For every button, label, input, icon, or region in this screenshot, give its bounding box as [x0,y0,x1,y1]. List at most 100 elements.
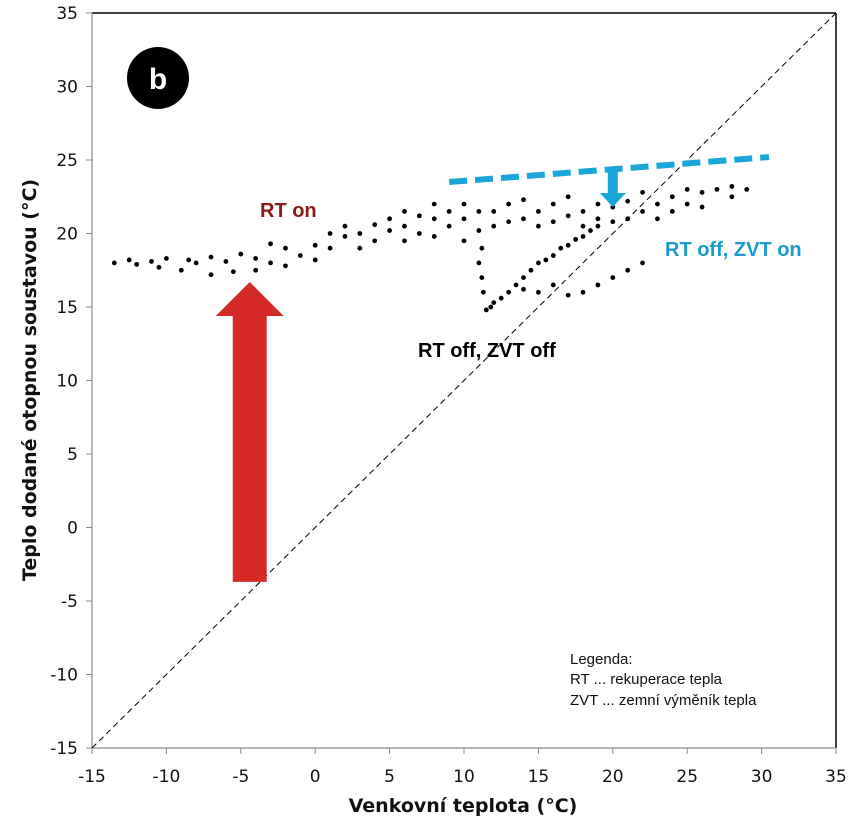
data-point [640,209,645,214]
data-point [402,209,407,214]
data-point [491,300,497,305]
data-point [699,204,705,210]
x-tick-label: 25 [676,767,698,787]
data-point [521,197,526,203]
y-tick-label: -15 [50,739,78,759]
data-point [565,242,571,248]
data-point [610,204,616,210]
data-point [610,275,616,280]
data-point [186,257,192,263]
data-point [714,187,720,192]
data-point [536,209,541,214]
data-point [283,263,288,269]
data-point [521,216,526,222]
data-point [402,223,407,229]
data-point [595,282,601,288]
y-tick-label: 15 [56,298,78,318]
data-point [595,201,601,207]
data-point [164,256,169,261]
y-tick-label: 20 [56,225,78,245]
y-tick-label: 30 [56,78,78,98]
data-point [111,260,117,266]
data-point [461,216,467,222]
y-tick-label: -10 [50,666,78,686]
panel-label-badge [127,47,189,109]
data-point [479,245,485,251]
y-tick-label: -5 [61,592,78,612]
data-point [431,216,437,222]
x-tick-label: 30 [751,767,773,787]
data-point [156,264,162,270]
data-point [327,245,333,251]
data-point [416,213,422,219]
data-point [283,245,288,251]
y-tick-label: 25 [56,151,78,171]
data-point [372,222,378,228]
x-tick-label: -5 [232,767,249,787]
y-tick-label: 0 [67,519,78,539]
data-point [268,260,273,266]
x-tick-label: 0 [310,767,321,787]
annotation-rt-off-zvt-off: RT off, ZVT off [418,340,556,362]
data-point [149,259,154,264]
data-point [580,223,586,229]
legend-line-rt: RT ... rekuperace tepla [570,671,723,688]
data-point [506,289,512,295]
data-point [342,234,348,239]
data-point [558,245,564,251]
data-point [729,194,735,200]
data-point [223,259,229,264]
data-point [699,189,705,195]
data-point [669,209,675,214]
data-point [476,209,482,214]
cyan-down-arrow [599,170,626,208]
data-point [268,241,273,247]
data-point [684,201,690,207]
data-point [580,289,586,295]
data-point [565,194,571,200]
x-tick-label: -15 [78,767,106,787]
data-point [312,257,318,263]
data-point [595,223,601,229]
data-point [580,234,586,239]
data-point [640,189,645,195]
data-point [446,209,452,214]
data-point [479,275,485,280]
data-point [550,201,556,207]
data-point [521,286,526,292]
data-point [491,209,497,214]
data-point [513,282,519,288]
data-point [625,267,631,273]
data-point [357,231,363,236]
y-axis-label: Teplo dodané otopnou soustavou (°C) [19,179,41,581]
data-point [729,184,735,189]
data-point [476,228,482,233]
y-tick-label: 35 [56,4,78,24]
data-point [550,219,556,225]
data-point [134,261,140,267]
data-point [416,231,422,236]
data-point [528,267,534,273]
legend-line-zvt: ZVT ... zemní výměník tepla [570,692,757,709]
data-point [327,231,333,236]
data-point [238,251,244,257]
data-point [536,260,541,266]
data-point [446,223,452,229]
cyan-dashed-line [448,154,770,186]
y-tick-label: 10 [56,372,78,392]
data-point [669,194,675,200]
data-point [506,201,512,207]
panel-label: b [149,63,167,96]
data-point [476,260,482,266]
data-point [543,257,549,263]
data-point [595,216,601,222]
legend-title: Legenda: [570,651,633,668]
data-point [565,292,571,298]
data-point [550,253,556,258]
data-point [588,228,593,233]
data-point [580,209,586,214]
data-point [536,289,541,295]
data-point [640,260,645,266]
annotation-rt-off-zvt-on: RT off, ZVT on [665,239,802,261]
